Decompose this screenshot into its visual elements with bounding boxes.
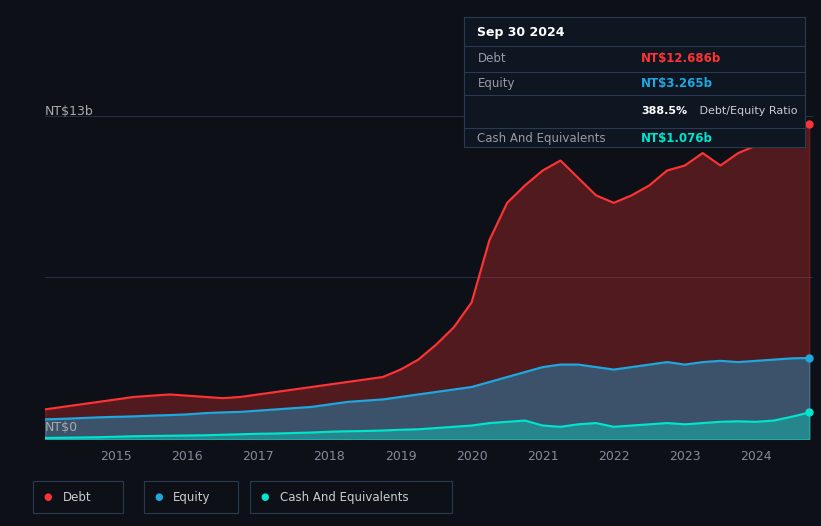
Text: Sep 30 2024: Sep 30 2024 bbox=[478, 26, 565, 39]
Text: ●: ● bbox=[154, 492, 163, 502]
Text: NT$3.265b: NT$3.265b bbox=[641, 77, 713, 90]
Text: Debt/Equity Ratio: Debt/Equity Ratio bbox=[695, 106, 797, 116]
Text: NT$13b: NT$13b bbox=[45, 105, 94, 118]
Text: Cash And Equivalents: Cash And Equivalents bbox=[280, 491, 409, 503]
Text: ●: ● bbox=[261, 492, 269, 502]
Text: NT$12.686b: NT$12.686b bbox=[641, 52, 722, 65]
Text: NT$0: NT$0 bbox=[45, 421, 78, 434]
Text: Equity: Equity bbox=[478, 77, 515, 90]
Text: NT$1.076b: NT$1.076b bbox=[641, 132, 713, 145]
Text: ●: ● bbox=[44, 492, 52, 502]
Text: 388.5%: 388.5% bbox=[641, 106, 687, 116]
Text: Debt: Debt bbox=[62, 491, 91, 503]
Text: Equity: Equity bbox=[173, 491, 211, 503]
Text: Cash And Equivalents: Cash And Equivalents bbox=[478, 132, 606, 145]
Text: Debt: Debt bbox=[478, 52, 506, 65]
